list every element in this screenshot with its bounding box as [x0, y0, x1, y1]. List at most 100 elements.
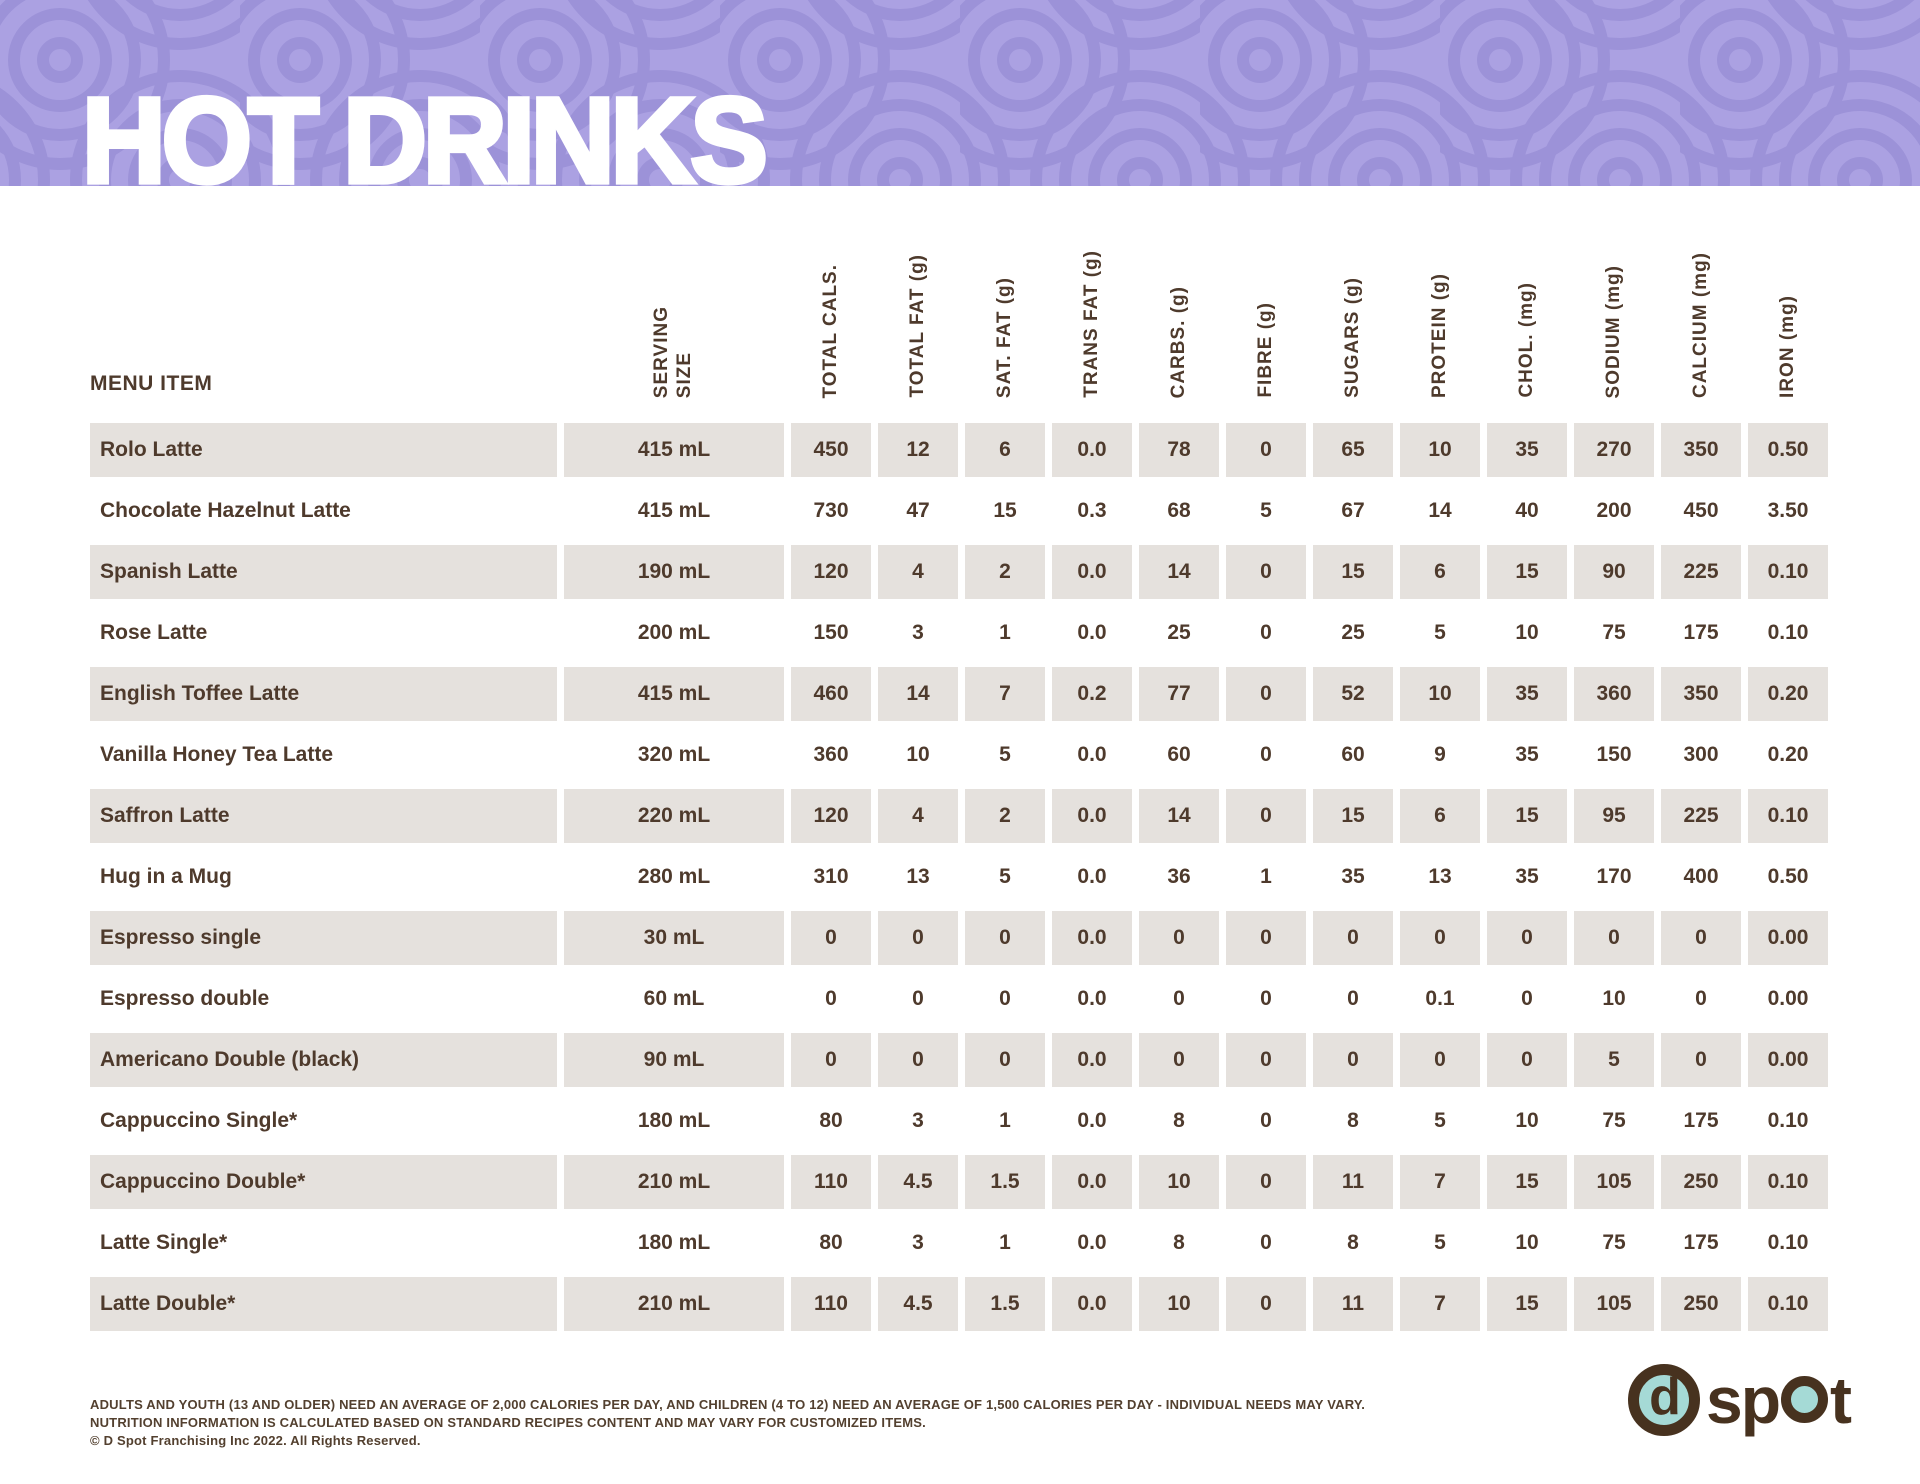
value-cell-0: 0	[825, 987, 837, 1010]
value-cell-8: 0	[1521, 987, 1533, 1010]
value-cell-4: 0	[1139, 911, 1219, 965]
value-cell-6: 8	[1347, 1109, 1359, 1132]
menu-item-cell: Latte Double*	[90, 1277, 557, 1331]
value-cell-0: 450	[791, 423, 871, 477]
value-cell-7: 9	[1434, 743, 1446, 766]
value-cell-10: 0	[1695, 987, 1707, 1010]
table-row: Vanilla Honey Tea Latte 320 mL 360 10 5 0.0 60…	[90, 728, 1828, 782]
value-cell-8: 40	[1515, 499, 1539, 522]
menu-item-cell: Spanish Latte	[90, 545, 557, 599]
value-cell-5: 0	[1226, 423, 1306, 477]
column-header-2: TOTAL FAT (g)	[878, 254, 958, 400]
value-cell-0: 730	[813, 499, 849, 522]
logo-letter-t: t	[1830, 1363, 1852, 1437]
value-cell-1: 0	[878, 1033, 958, 1087]
logo-letter-o-icon	[1781, 1376, 1829, 1423]
value-cell-6: 25	[1341, 621, 1365, 644]
value-cell-11: 0.10	[1767, 1109, 1809, 1132]
value-cell-1: 47	[906, 499, 930, 522]
value-cell-10: 350	[1661, 667, 1741, 721]
logo-letter-p: p	[1740, 1363, 1781, 1437]
value-cell-7: 5	[1434, 1231, 1446, 1254]
column-header-8: PROTEIN (g)	[1400, 273, 1480, 400]
value-cell-4: 0	[1173, 987, 1185, 1010]
table-row: Latte Single* 180 mL 80 3 1 0.0 8 0 8 5 10 75 175 0.1…	[90, 1216, 1828, 1270]
value-cell-5: 0	[1226, 545, 1306, 599]
table-row: Espresso double 60 mL 0 0 0 0.0 0 0 0 0.1 0 10 0 0.00	[90, 972, 1828, 1026]
column-header-label: SUGARS (g)	[1341, 277, 1363, 398]
value-cell-8: 15	[1487, 1155, 1567, 1209]
value-cell-8: 15	[1487, 545, 1567, 599]
menu-item-cell: Cappuccino Single*	[100, 1109, 298, 1132]
column-header-label: PROTEIN (g)	[1428, 273, 1450, 398]
value-cell-0: 80	[819, 1231, 843, 1254]
value-cell-11: 0.00	[1767, 987, 1809, 1010]
value-cell-10: 350	[1661, 423, 1741, 477]
value-cell-0: 360	[813, 743, 849, 766]
serving-size-cell: 220 mL	[564, 789, 784, 843]
value-cell-7: 6	[1400, 545, 1480, 599]
value-cell-5: 0	[1226, 789, 1306, 843]
value-cell-9: 10	[1602, 987, 1626, 1010]
column-header-label: IRON (mg)	[1776, 295, 1798, 398]
menu-item-cell: Hug in a Mug	[100, 865, 232, 888]
value-cell-2: 15	[993, 499, 1017, 522]
value-cell-11: 0.10	[1748, 1277, 1828, 1331]
column-header-10: SODIUM (mg)	[1574, 265, 1654, 400]
value-cell-11: 0.50	[1748, 423, 1828, 477]
serving-size-cell: 190 mL	[564, 545, 784, 599]
value-cell-3: 0.0	[1052, 911, 1132, 965]
value-cell-8: 0	[1487, 1033, 1567, 1087]
menu-item-cell: Espresso double	[100, 987, 270, 1010]
value-cell-6: 8	[1347, 1231, 1359, 1254]
header-band	[0, 0, 1920, 186]
table-row: Cappuccino Single* 180 mL 80 3 1 0.0 8 0 8 5 10 75 1…	[90, 1094, 1828, 1148]
value-cell-8: 10	[1515, 1109, 1539, 1132]
value-cell-11: 0.50	[1767, 865, 1809, 888]
value-cell-7: 7	[1400, 1155, 1480, 1209]
value-cell-11: 0.10	[1748, 545, 1828, 599]
value-cell-9: 90	[1574, 545, 1654, 599]
column-header-5: CARBS. (g)	[1139, 286, 1219, 400]
value-cell-4: 14	[1139, 789, 1219, 843]
value-cell-1: 4.5	[878, 1277, 958, 1331]
value-cell-4: 36	[1167, 865, 1191, 888]
value-cell-4: 77	[1139, 667, 1219, 721]
value-cell-1: 10	[906, 743, 930, 766]
column-header-label: TOTAL CALS.	[819, 263, 841, 399]
value-cell-10: 400	[1683, 865, 1719, 888]
menu-item-cell: English Toffee Latte	[90, 667, 557, 721]
page-title: HOT DRINKS	[80, 72, 771, 208]
value-cell-4: 25	[1167, 621, 1191, 644]
value-cell-9: 270	[1574, 423, 1654, 477]
value-cell-0: 80	[819, 1109, 843, 1132]
value-cell-4: 10	[1139, 1277, 1219, 1331]
serving-size-cell: 180 mL	[637, 1231, 711, 1254]
value-cell-5: 0	[1260, 987, 1272, 1010]
footnote-line-2: NUTRITION INFORMATION IS CALCULATED BASE…	[90, 1415, 926, 1430]
value-cell-7: 5	[1434, 1109, 1446, 1132]
value-cell-5: 0	[1260, 1231, 1272, 1254]
value-cell-3: 0.2	[1052, 667, 1132, 721]
value-cell-1: 3	[912, 621, 924, 644]
value-cell-0: 150	[813, 621, 849, 644]
column-header-9: CHOL. (mg)	[1487, 282, 1567, 400]
value-cell-0: 0	[791, 1033, 871, 1087]
dspot-logo: d sp t	[1628, 1364, 1852, 1436]
table-row: Saffron Latte 220 mL 120 4 2 0.0 14 0 15 6 15 95 225…	[90, 789, 1828, 843]
value-cell-7: 10	[1400, 667, 1480, 721]
value-cell-3: 0.0	[1052, 1277, 1132, 1331]
dspot-logo-wordmark: sp t	[1706, 1367, 1852, 1433]
value-cell-4: 8	[1173, 1231, 1185, 1254]
serving-size-cell: 415 mL	[564, 667, 784, 721]
value-cell-9: 95	[1574, 789, 1654, 843]
value-cell-5: 0	[1260, 743, 1272, 766]
column-header-7: SUGARS (g)	[1313, 277, 1393, 400]
dspot-logo-d-icon: d	[1628, 1364, 1700, 1436]
value-cell-10: 0	[1661, 911, 1741, 965]
value-cell-8: 0	[1487, 911, 1567, 965]
table-row: Espresso single 30 mL 0 0 0 0.0 0 0 0 0 0 0 0 0.00	[90, 911, 1828, 965]
column-header-6: FIBRE (g)	[1226, 302, 1306, 400]
swirl-pattern	[0, 0, 1920, 186]
